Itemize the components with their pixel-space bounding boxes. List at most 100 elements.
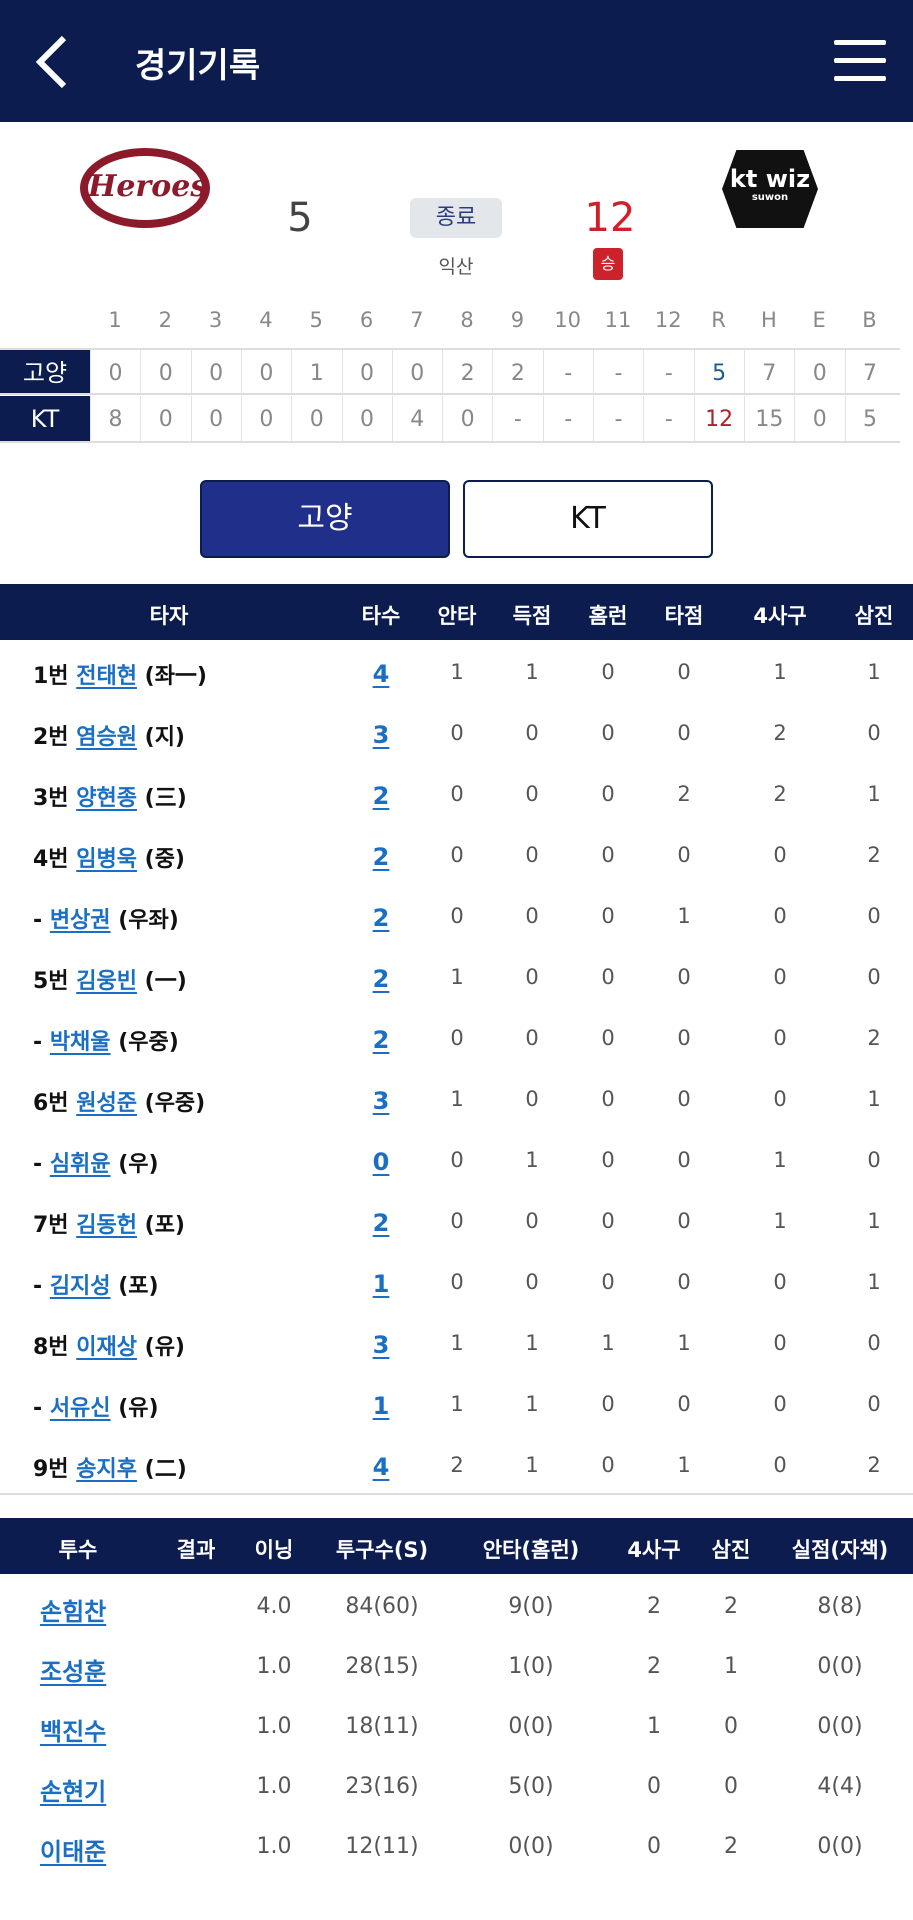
column-header: 타점 xyxy=(664,604,704,628)
stat-cell: 0 xyxy=(601,965,615,989)
batter-name-link[interactable]: 전태현 xyxy=(76,664,137,689)
stat-cell: 0 xyxy=(867,1148,881,1172)
column-header: 안타 xyxy=(437,604,477,628)
scoreboard-cell: 8 xyxy=(90,396,140,441)
stat-cell: 0 xyxy=(773,1331,787,1355)
stat-cell: 1 xyxy=(677,1453,691,1477)
stat-cell: 0 xyxy=(677,965,691,989)
batter-name-link[interactable]: 김동헌 xyxy=(76,1213,137,1238)
at-bats-link[interactable]: 0 xyxy=(372,1148,390,1176)
table-row: 이태준 1.0 12(11) 0(0) 0 2 0(0) xyxy=(0,1816,913,1877)
stat-cell: 2 xyxy=(773,721,787,745)
batter-position: (유) xyxy=(118,1396,159,1421)
stat-cell: 1 xyxy=(867,782,881,806)
stat-cell: 0 xyxy=(773,1392,787,1416)
stat-cell: 1 xyxy=(867,1087,881,1111)
app-header: 경기기록 xyxy=(0,0,913,122)
batter-position: (二) xyxy=(144,1457,187,1482)
stat-cell: 0(0) xyxy=(817,1834,863,1859)
pitcher-name-link[interactable]: 손힘찬 xyxy=(40,1598,107,1626)
stat-cell: 0 xyxy=(867,904,881,928)
stat-cell: 0 xyxy=(450,1270,464,1294)
batter-name-link[interactable]: 김지성 xyxy=(49,1274,111,1299)
batter-name-link[interactable]: 이재상 xyxy=(76,1335,137,1360)
scoreboard-cell: - xyxy=(492,396,542,441)
scoreboard-cell: 5 xyxy=(693,350,744,393)
batter-name-cell: - 박채울 (우중) xyxy=(33,1024,179,1056)
stat-cell: 1 xyxy=(450,660,464,684)
table-row: 백진수 1.0 18(11) 0(0) 1 0 0(0) xyxy=(0,1696,913,1757)
column-header: 타수 xyxy=(361,604,401,628)
pitcher-name-link[interactable]: 조성훈 xyxy=(40,1658,107,1686)
at-bats-link[interactable]: 2 xyxy=(372,904,390,932)
table-row: 8번 이재상 (유) 3 1 1 1 1 0 0 xyxy=(0,1313,913,1374)
stat-cell: 0 xyxy=(450,1209,464,1233)
at-bats-link[interactable]: 4 xyxy=(372,660,390,688)
table-row: - 서유신 (유) 1 1 1 0 0 0 0 xyxy=(0,1374,913,1435)
batting-order: - xyxy=(33,1152,43,1177)
batting-order: 9번 xyxy=(33,1457,69,1482)
at-bats-link[interactable]: 3 xyxy=(372,721,390,749)
stat-cell: 9(0) xyxy=(508,1594,554,1619)
hamburger-menu-icon[interactable] xyxy=(834,40,886,82)
table-row: 조성훈 1.0 28(15) 1(0) 2 1 0(0) xyxy=(0,1636,913,1697)
tab-team-home[interactable]: KT xyxy=(463,480,713,558)
inning-header: H xyxy=(760,308,777,332)
pitcher-name-link[interactable]: 이태준 xyxy=(40,1838,107,1866)
batter-name-cell: - 김지성 (포) xyxy=(33,1268,159,1300)
at-bats-link[interactable]: 4 xyxy=(372,1453,390,1481)
stat-cell: 12(11) xyxy=(345,1834,419,1859)
batter-name-link[interactable]: 박채울 xyxy=(49,1030,111,1055)
inning-header: 8 xyxy=(460,308,474,332)
scoreboard-cell: 15 xyxy=(743,396,794,441)
batter-name-link[interactable]: 양현종 xyxy=(76,786,137,811)
batter-name-link[interactable]: 송지후 xyxy=(76,1457,137,1482)
tab-team-away[interactable]: 고양 xyxy=(200,480,450,558)
at-bats-link[interactable]: 2 xyxy=(372,1209,390,1237)
pitcher-name-link[interactable]: 백진수 xyxy=(40,1718,107,1746)
scoreboard-cell: 7 xyxy=(844,350,895,393)
stat-cell: 2 xyxy=(647,1594,661,1619)
table-row: 2번 염승원 (지) 3 0 0 0 0 2 0 xyxy=(0,703,913,764)
inning-header: 10 xyxy=(554,308,582,332)
at-bats-link[interactable]: 2 xyxy=(372,965,390,993)
batter-name-link[interactable]: 김웅빈 xyxy=(76,969,137,994)
at-bats-link[interactable]: 2 xyxy=(372,1026,390,1054)
back-chevron-icon[interactable] xyxy=(28,32,78,92)
at-bats-link[interactable]: 2 xyxy=(372,782,390,810)
inning-header: 3 xyxy=(208,308,223,332)
at-bats-link[interactable]: 2 xyxy=(372,843,390,871)
stat-cell: 0 xyxy=(525,965,539,989)
at-bats-link[interactable]: 3 xyxy=(372,1087,390,1115)
stat-cell: 1.0 xyxy=(256,1654,292,1679)
stat-cell: 0 xyxy=(601,1270,615,1294)
stat-cell: 0(0) xyxy=(817,1654,863,1679)
stat-cell: 0 xyxy=(601,1453,615,1477)
batter-name-link[interactable]: 원성준 xyxy=(76,1091,137,1116)
at-bats-link[interactable]: 1 xyxy=(372,1392,390,1420)
batter-name-link[interactable]: 변상권 xyxy=(49,908,111,933)
stat-cell: 0 xyxy=(525,721,539,745)
scoreboard-cell: 0 xyxy=(391,350,442,393)
column-header: 삼진 xyxy=(711,1538,751,1562)
stat-cell: 1 xyxy=(450,1087,464,1111)
stat-cell: 2 xyxy=(867,1026,881,1050)
stat-cell: 0 xyxy=(601,1087,615,1111)
batter-position: (우중) xyxy=(144,1091,206,1116)
kt-wiz-logo: kt wiz suwon xyxy=(722,150,818,228)
at-bats-link[interactable]: 3 xyxy=(372,1331,390,1359)
batter-name-link[interactable]: 서유신 xyxy=(49,1396,111,1421)
batter-name-link[interactable]: 염승원 xyxy=(76,725,137,750)
scoreboard-cell: 0 xyxy=(190,350,241,393)
inning-header: 7 xyxy=(410,308,424,332)
batter-name-link[interactable]: 임병욱 xyxy=(76,847,137,872)
pitcher-name-link[interactable]: 손현기 xyxy=(40,1778,107,1806)
at-bats-link[interactable]: 1 xyxy=(372,1270,390,1298)
stat-cell: 2 xyxy=(677,782,691,806)
table-row: 1번 전태현 (좌一) 4 1 1 0 0 1 1 xyxy=(0,642,913,703)
column-header: 투구수(S) xyxy=(335,1538,429,1562)
batter-name-link[interactable]: 심휘윤 xyxy=(49,1152,111,1177)
stat-cell: 0 xyxy=(773,1026,787,1050)
inning-header: 5 xyxy=(309,308,323,332)
stat-cell: 1 xyxy=(647,1714,661,1739)
